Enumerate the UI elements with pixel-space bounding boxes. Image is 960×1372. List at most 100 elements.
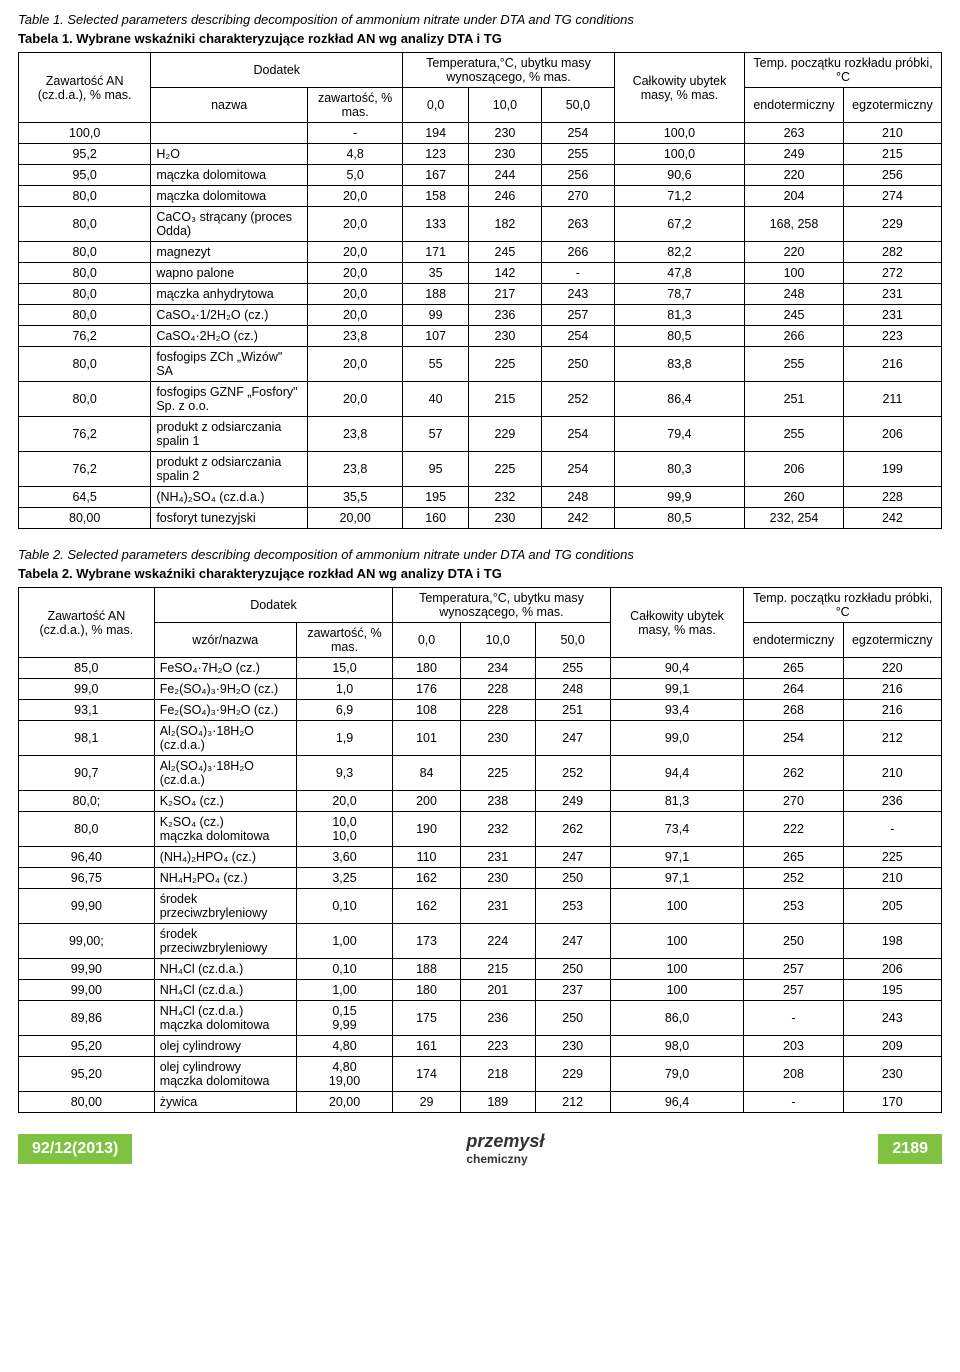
- table-cell: 57: [403, 417, 469, 452]
- table-cell: 99,00;: [19, 924, 155, 959]
- table-cell: 231: [843, 305, 941, 326]
- table-cell: 230: [843, 1057, 941, 1092]
- table-cell: 180: [393, 658, 461, 679]
- table-cell: 250: [744, 924, 843, 959]
- table-cell: 262: [744, 756, 843, 791]
- footer-journal-top: przemysł: [466, 1131, 544, 1151]
- table-cell: NH₄Cl (cz.d.a.)mączka dolomitowa: [154, 1001, 296, 1036]
- table-cell: 82,2: [614, 242, 744, 263]
- table-row: 99,90NH₄Cl (cz.d.a.)0,101882152501002572…: [19, 959, 942, 980]
- table-cell: 99,9: [614, 487, 744, 508]
- table-cell: NH₄H₂PO₄ (cz.): [154, 868, 296, 889]
- table-cell: 84: [393, 756, 461, 791]
- table-cell: 257: [744, 980, 843, 1001]
- table-cell: 80,0: [19, 207, 151, 242]
- table-cell: 107: [403, 326, 469, 347]
- table-cell: 123: [403, 144, 469, 165]
- t2-h-col5: Temp. początku rozkładu próbki, °C: [744, 588, 942, 623]
- table-cell: 76,2: [19, 417, 151, 452]
- table-cell: 265: [744, 658, 843, 679]
- table-cell: 3,60: [296, 847, 393, 868]
- table-cell: żywica: [154, 1092, 296, 1113]
- table-cell: 80,0: [19, 347, 151, 382]
- table-cell: 20,0: [308, 305, 403, 326]
- table-cell: 182: [468, 207, 541, 242]
- t2-h-500: 50,0: [535, 623, 610, 658]
- table-cell: 161: [393, 1036, 461, 1057]
- table-cell: 222: [744, 812, 843, 847]
- table-cell: 3,25: [296, 868, 393, 889]
- table-cell: 217: [468, 284, 541, 305]
- table-cell: 96,40: [19, 847, 155, 868]
- table-cell: 171: [403, 242, 469, 263]
- table-cell: 96,75: [19, 868, 155, 889]
- table-cell: 220: [745, 242, 844, 263]
- table-cell: 80,0;: [19, 791, 155, 812]
- table-cell: 206: [843, 417, 941, 452]
- table-cell: 243: [541, 284, 614, 305]
- table-cell: 20,0: [308, 382, 403, 417]
- footer-issue: 92/12(2013): [18, 1134, 132, 1164]
- table-cell: 250: [535, 959, 610, 980]
- table-cell: 97,1: [610, 847, 744, 868]
- table-cell: 254: [541, 326, 614, 347]
- table-cell: 80,0: [19, 812, 155, 847]
- table-cell: 229: [843, 207, 941, 242]
- table-cell: 266: [745, 326, 844, 347]
- table-cell: 230: [460, 868, 535, 889]
- table-cell: -: [843, 812, 941, 847]
- table-cell: 81,3: [614, 305, 744, 326]
- table-cell: 230: [468, 326, 541, 347]
- t2-h-col1: Zawartość AN (cz.d.a.), % mas.: [19, 588, 155, 658]
- table-cell: CaCO₃ strącany (proces Odda): [151, 207, 308, 242]
- table-row: 80,0K₂SO₄ (cz.)mączka dolomitowa10,010,0…: [19, 812, 942, 847]
- table-row: 76,2produkt z odsiarczania spalin 123,85…: [19, 417, 942, 452]
- table-cell: 101: [393, 721, 461, 756]
- table-cell: 249: [535, 791, 610, 812]
- table-cell: 236: [460, 1001, 535, 1036]
- table-cell: 242: [843, 508, 941, 529]
- table-row: 93,1Fe₂(SO₄)₃·9H₂O (cz.)6,910822825193,4…: [19, 700, 942, 721]
- table2: Zawartość AN (cz.d.a.), % mas. Dodatek T…: [18, 587, 942, 1113]
- table-cell: 216: [843, 700, 941, 721]
- table-cell: 211: [843, 382, 941, 417]
- table-cell: 9,3: [296, 756, 393, 791]
- table-cell: -: [744, 1001, 843, 1036]
- table-row: 89,86NH₄Cl (cz.d.a.)mączka dolomitowa0,1…: [19, 1001, 942, 1036]
- table-cell: Fe₂(SO₄)₃·9H₂O (cz.): [154, 700, 296, 721]
- table-cell: 232: [468, 487, 541, 508]
- table-cell: 212: [535, 1092, 610, 1113]
- table-cell: 254: [541, 123, 614, 144]
- table-row: 64,5(NH₄)₂SO₄ (cz.d.a.)35,519523224899,9…: [19, 487, 942, 508]
- table2-caption-en: Table 2. Selected parameters describing …: [18, 547, 942, 562]
- table-row: 96,40(NH₄)₂HPO₄ (cz.)3,6011023124797,126…: [19, 847, 942, 868]
- table-cell: 79,0: [610, 1057, 744, 1092]
- table-cell: 254: [744, 721, 843, 756]
- table-row: 96,75NH₄H₂PO₄ (cz.)3,2516223025097,12522…: [19, 868, 942, 889]
- table-cell: 162: [393, 889, 461, 924]
- table-cell: 237: [535, 980, 610, 1001]
- table-cell: 180: [393, 980, 461, 1001]
- t2-h-col3: Temperatura,°C, ubytku masy wynoszącego,…: [393, 588, 610, 623]
- table-cell: 265: [744, 847, 843, 868]
- table-cell: 249: [745, 144, 844, 165]
- table-cell: 220: [843, 658, 941, 679]
- table-cell: 162: [393, 868, 461, 889]
- t1-h-nazwa: nazwa: [151, 88, 308, 123]
- table-cell: 252: [535, 756, 610, 791]
- table-cell: 73,4: [610, 812, 744, 847]
- table2-caption-pl: Tabela 2. Wybrane wskaźniki charakteryzu…: [18, 566, 942, 581]
- t2-h-00: 0,0: [393, 623, 461, 658]
- table-cell: 282: [843, 242, 941, 263]
- table-cell: 20,0: [308, 347, 403, 382]
- table-cell: 1,00: [296, 980, 393, 1001]
- t1-h-zawartosc: zawartość, % mas.: [308, 88, 403, 123]
- table-cell: olej cylindrowymączka dolomitowa: [154, 1057, 296, 1092]
- table-cell: 205: [843, 889, 941, 924]
- table-cell: 251: [535, 700, 610, 721]
- table-cell: 71,2: [614, 186, 744, 207]
- table-cell: 230: [460, 721, 535, 756]
- table-cell: 244: [468, 165, 541, 186]
- table-cell: 1,9: [296, 721, 393, 756]
- table-cell: 245: [468, 242, 541, 263]
